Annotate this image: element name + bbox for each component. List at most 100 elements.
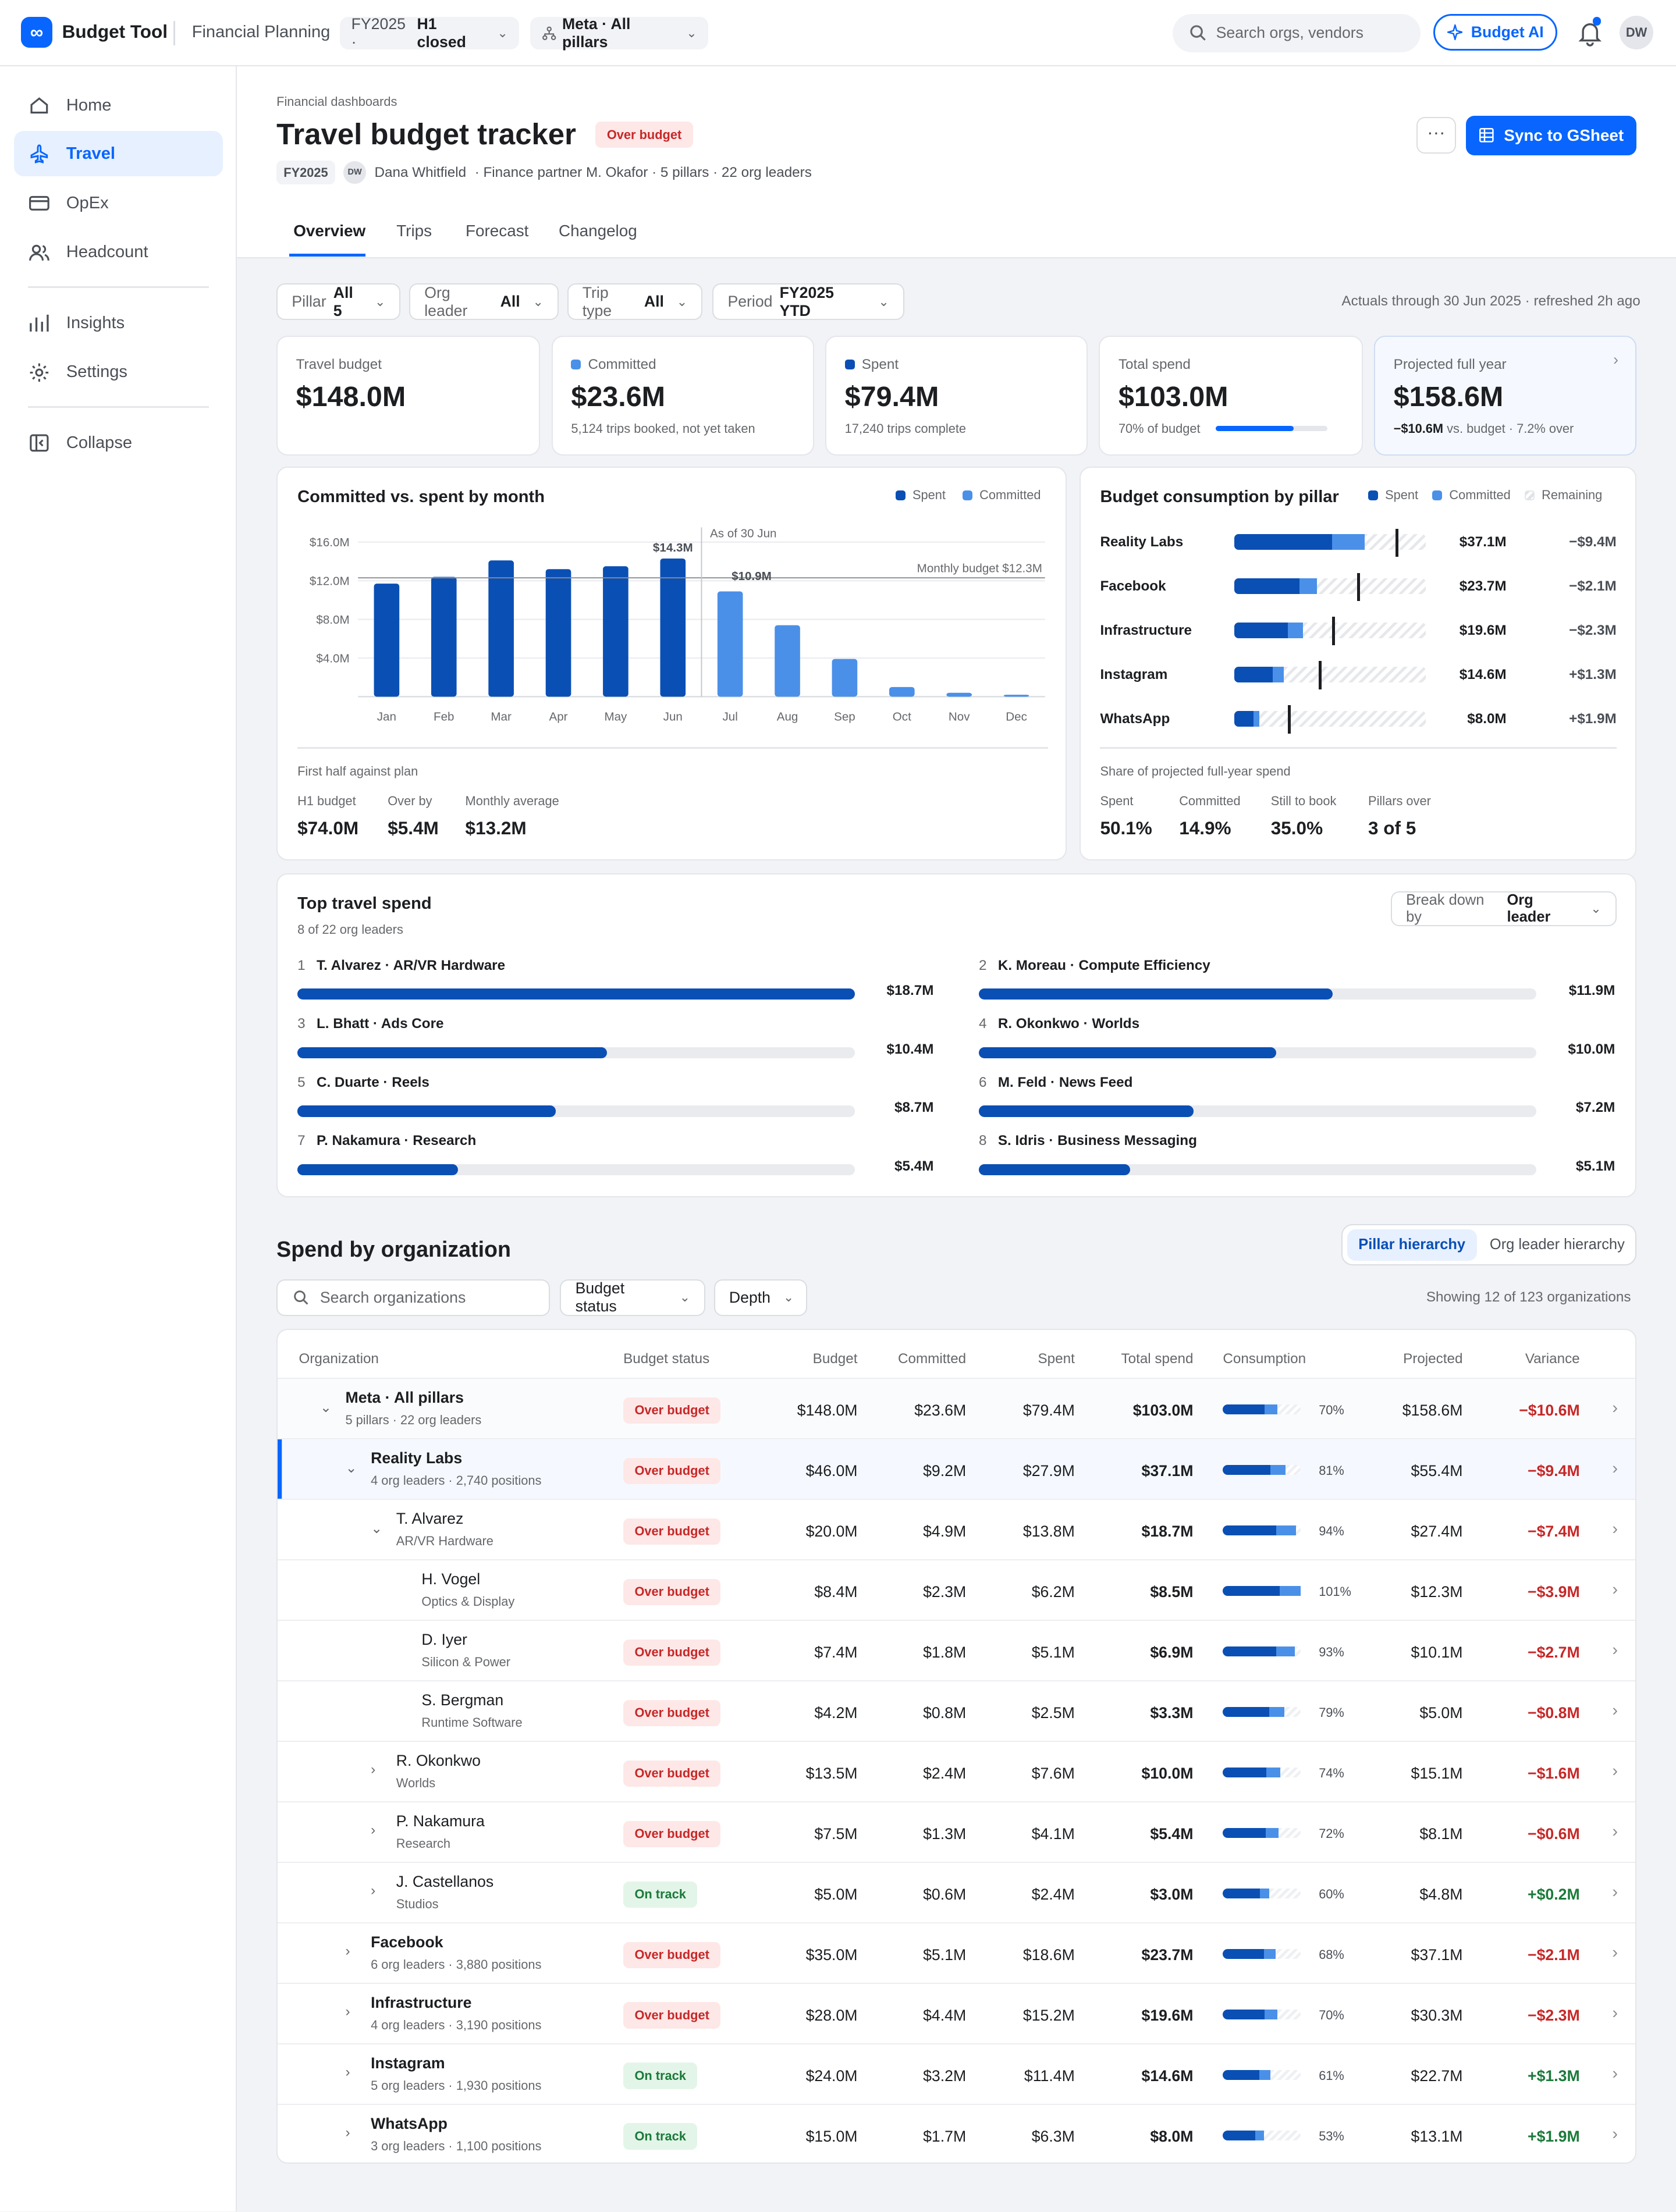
bar-committed[interactable]	[832, 659, 858, 697]
chevron-right-icon[interactable]: ›	[345, 2003, 350, 2019]
column-header[interactable]: Committed	[897, 1350, 967, 1367]
chevron-right-icon[interactable]: ›	[1612, 1882, 1618, 1901]
toggle-org-leader-hierarchy[interactable]: Org leader hierarchy	[1489, 1236, 1625, 1253]
chevron-right-icon[interactable]: ›	[1612, 1701, 1618, 1720]
bar-spent[interactable]	[660, 558, 686, 697]
pillar-row[interactable]: WhatsApp $8.0M +$1.9M	[1100, 705, 1617, 734]
filter-depth[interactable]: Depth ⌄	[713, 1279, 807, 1316]
breadcrumb[interactable]: Financial dashboards	[276, 94, 397, 109]
pillar-row[interactable]: Facebook $23.7M −$2.1M	[1100, 572, 1617, 601]
top-spend-item[interactable]: 2 K. Moreau · Compute Efficiency $11.9M	[978, 958, 1615, 1014]
table-row[interactable]: › Instagram 5 org leaders · 1,930 position…	[278, 2043, 1636, 2104]
chevron-right-icon[interactable]: ›	[1612, 1640, 1618, 1659]
table-row[interactable]: › Infrastructure 4 org leaders · 3,190 pos…	[278, 1982, 1636, 2043]
table-row[interactable]: › P. Nakamura Research Over budget $7.5M $1.3…	[278, 1801, 1636, 1862]
bar-committed[interactable]	[1003, 694, 1029, 697]
table-row[interactable]: D. Iyer Silicon & Power Over budget $7.4M $1…	[278, 1620, 1636, 1680]
chevron-right-icon[interactable]: ›	[1612, 1519, 1618, 1538]
chevron-down-icon[interactable]: ⌄	[345, 1460, 357, 1476]
top-spend-item[interactable]: 5 C. Duarte · Reels $8.7M	[297, 1075, 933, 1131]
table-row[interactable]: S. Bergman Runtime Software Over budget $4.…	[278, 1680, 1636, 1741]
column-header[interactable]: Projected	[1403, 1350, 1463, 1367]
bar-spent[interactable]	[545, 568, 571, 697]
column-header[interactable]: Budget status	[623, 1350, 710, 1367]
bar-spent[interactable]	[374, 583, 400, 697]
chevron-right-icon[interactable]: ›	[1612, 1459, 1618, 1478]
chevron-right-icon[interactable]: ›	[371, 1882, 376, 1898]
column-header[interactable]: Organization	[299, 1350, 379, 1367]
chevron-right-icon[interactable]: ›	[371, 1761, 376, 1777]
top-spend-item[interactable]: 4 R. Okonkwo · Worlds $10.0M	[978, 1016, 1615, 1072]
chevron-right-icon[interactable]: ›	[1612, 2124, 1618, 2143]
top-spend-item[interactable]: 3 L. Bhatt · Ads Core $10.4M	[297, 1016, 933, 1072]
bar-committed[interactable]	[775, 625, 800, 697]
chevron-down-icon[interactable]: ⌄	[319, 1399, 332, 1416]
budget-ai-button[interactable]: Budget AI	[1433, 14, 1558, 51]
table-row[interactable]: ⌄ T. Alvarez AR/VR Hardware Over budget $20.…	[278, 1499, 1636, 1559]
nav-headcount[interactable]: Headcount	[14, 230, 223, 275]
filter-trip-type[interactable]: Trip type All ⌄	[567, 283, 703, 321]
chevron-right-icon[interactable]: ›	[345, 2064, 350, 2080]
more-options-button[interactable]: ···	[1416, 117, 1456, 154]
nav-travel[interactable]: Travel	[14, 131, 223, 176]
pillar-row[interactable]: Reality Labs $37.1M −$9.4M	[1100, 528, 1617, 557]
bar-spent[interactable]	[431, 577, 457, 697]
tab-changelog[interactable]: Changelog	[558, 221, 637, 240]
chevron-right-icon[interactable]: ›	[1612, 1580, 1618, 1599]
bar-spent[interactable]	[488, 560, 514, 697]
tab-trips[interactable]: Trips	[396, 221, 432, 240]
filter-org-leader[interactable]: Org leader All ⌄	[409, 283, 559, 321]
chevron-right-icon[interactable]: ›	[345, 1943, 350, 1959]
column-header[interactable]: Spent	[1038, 1350, 1075, 1367]
filter-budget-status[interactable]: Budget status ⌄	[560, 1279, 706, 1316]
owner-name[interactable]: Dana Whitfield	[374, 164, 467, 180]
chevron-right-icon[interactable]: ›	[1612, 1398, 1618, 1417]
column-header[interactable]: Variance	[1525, 1350, 1580, 1367]
chevron-right-icon[interactable]: ›	[345, 2124, 350, 2140]
toggle-pillar-hierarchy[interactable]: Pillar hierarchy	[1347, 1229, 1477, 1261]
table-row[interactable]: › R. Okonkwo Worlds Over budget $13.5M $2.4M $…	[278, 1741, 1636, 1801]
chevron-right-icon[interactable]: ›	[1612, 1761, 1618, 1780]
nav-insights[interactable]: Insights	[14, 300, 223, 346]
user-avatar[interactable]: DW	[1619, 15, 1654, 49]
chevron-right-icon[interactable]: ›	[1612, 1822, 1618, 1841]
bell-icon[interactable]	[1576, 19, 1604, 47]
table-row[interactable]: ⌄ Reality Labs 4 org leaders · 2,740 posit…	[278, 1438, 1636, 1499]
bar-committed[interactable]	[717, 591, 743, 697]
top-spend-item[interactable]: 1 T. Alvarez · AR/VR Hardware $18.7M	[297, 958, 933, 1014]
scope-selector[interactable]: Meta · All pillars ⌄	[530, 15, 708, 51]
table-row[interactable]: ⌄ Meta · All pillars 5 pillars · 22 org le…	[278, 1378, 1636, 1439]
chevron-right-icon[interactable]: ›	[1612, 2064, 1618, 2083]
table-row[interactable]: › J. Castellanos Studios On track $5.0M $0.6M…	[278, 1862, 1636, 1922]
top-spend-item[interactable]: 8 S. Idris · Business Messaging $5.1M	[978, 1133, 1615, 1189]
table-row[interactable]: › WhatsApp 3 org leaders · 1,100 positions…	[278, 2103, 1636, 2163]
nav-opex[interactable]: OpEx	[14, 180, 223, 226]
bar-committed[interactable]	[946, 692, 972, 697]
chevron-right-icon[interactable]: ›	[1612, 2003, 1618, 2022]
filter-period[interactable]: Period FY2025 YTD ⌄	[712, 283, 904, 321]
kpi-projected[interactable]: Projected full year $158.6M −$10.6M vs. …	[1374, 335, 1637, 456]
breakdown-selector[interactable]: Break down by Org leader ⌄	[1390, 891, 1617, 927]
tab-overview[interactable]: Overview	[293, 221, 366, 240]
table-row[interactable]: H. Vogel Optics & Display Over budget $8.4M…	[278, 1559, 1636, 1620]
bar-spent[interactable]	[603, 566, 628, 697]
nav-home[interactable]: Home	[14, 83, 223, 129]
chevron-right-icon[interactable]: ›	[1612, 1943, 1618, 1962]
pillar-row[interactable]: Infrastructure $19.6M −$2.3M	[1100, 617, 1617, 645]
app-logo[interactable]: ∞	[21, 17, 52, 48]
org-search-input[interactable]: Search organizations	[276, 1279, 551, 1316]
fiscal-year-selector[interactable]: FY2025 · H1 closed ⌄	[340, 15, 520, 51]
nav-collapse[interactable]: Collapse	[14, 420, 223, 465]
chevron-down-icon[interactable]: ⌄	[371, 1520, 383, 1537]
global-search-input[interactable]: Search orgs, vendors	[1172, 14, 1421, 52]
top-spend-item[interactable]: 7 P. Nakamura · Research $5.4M	[297, 1133, 933, 1189]
sync-gsheet-button[interactable]: Sync to GSheet	[1465, 115, 1637, 155]
column-header[interactable]: Consumption	[1223, 1350, 1306, 1367]
pillar-row[interactable]: Instagram $14.6M +$1.3M	[1100, 661, 1617, 689]
nav-settings[interactable]: Settings	[14, 350, 223, 395]
tab-forecast[interactable]: Forecast	[465, 221, 529, 240]
column-header[interactable]: Budget	[812, 1350, 858, 1367]
bar-committed[interactable]	[889, 687, 915, 697]
table-row[interactable]: › Facebook 6 org leaders · 3,880 positions…	[278, 1922, 1636, 1983]
top-spend-item[interactable]: 6 M. Feld · News Feed $7.2M	[978, 1075, 1615, 1131]
